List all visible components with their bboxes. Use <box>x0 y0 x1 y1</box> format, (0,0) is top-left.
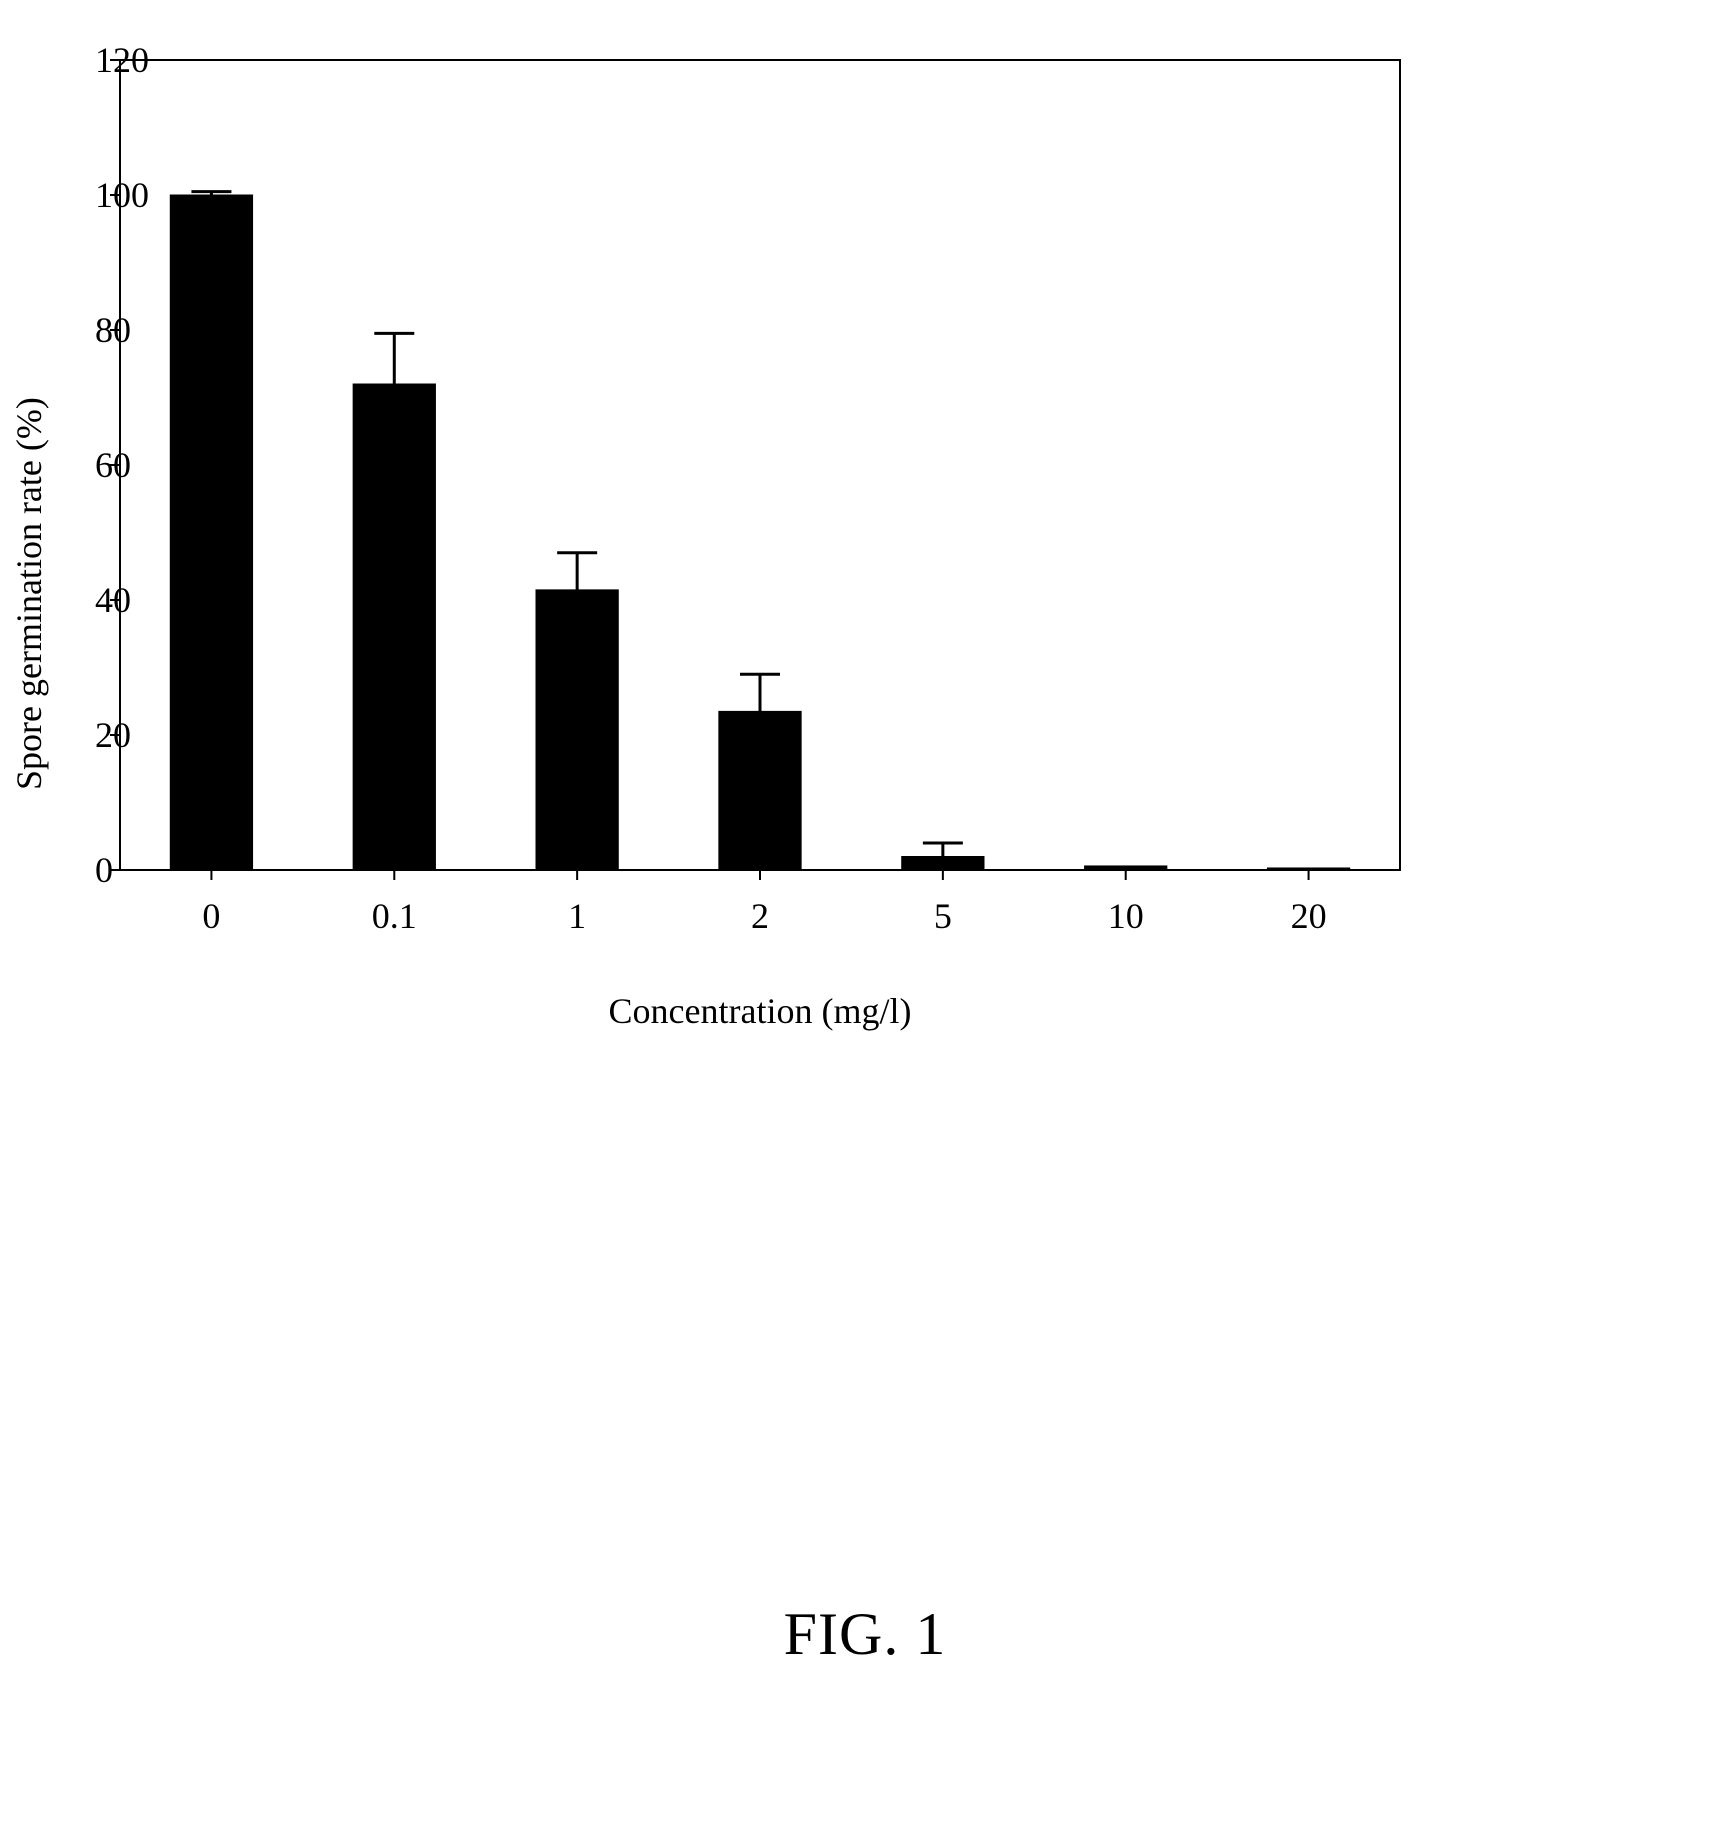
x-tick-label: 10 <box>1108 895 1144 937</box>
x-tick-label: 20 <box>1291 895 1327 937</box>
bar-chart <box>120 60 1402 872</box>
x-tick-label: 0.1 <box>372 895 417 937</box>
figure-caption: FIG. 1 <box>784 1600 947 1669</box>
x-tick-label: 1 <box>568 895 586 937</box>
bar <box>1267 868 1349 870</box>
bar <box>1085 866 1167 870</box>
page: Spore germination rate (%) Concentration… <box>0 0 1730 1822</box>
chart-container: Spore germination rate (%) Concentration… <box>120 60 1400 870</box>
y-axis-label: Spore germination rate (%) <box>8 397 50 790</box>
bar <box>719 711 801 870</box>
x-axis-label: Concentration (mg/l) <box>609 990 912 1032</box>
bar <box>536 590 618 870</box>
x-tick-label: 5 <box>934 895 952 937</box>
x-tick-label: 0 <box>202 895 220 937</box>
bar <box>170 195 252 870</box>
x-tick-label: 2 <box>751 895 769 937</box>
bar <box>902 857 984 871</box>
bar <box>353 384 435 870</box>
